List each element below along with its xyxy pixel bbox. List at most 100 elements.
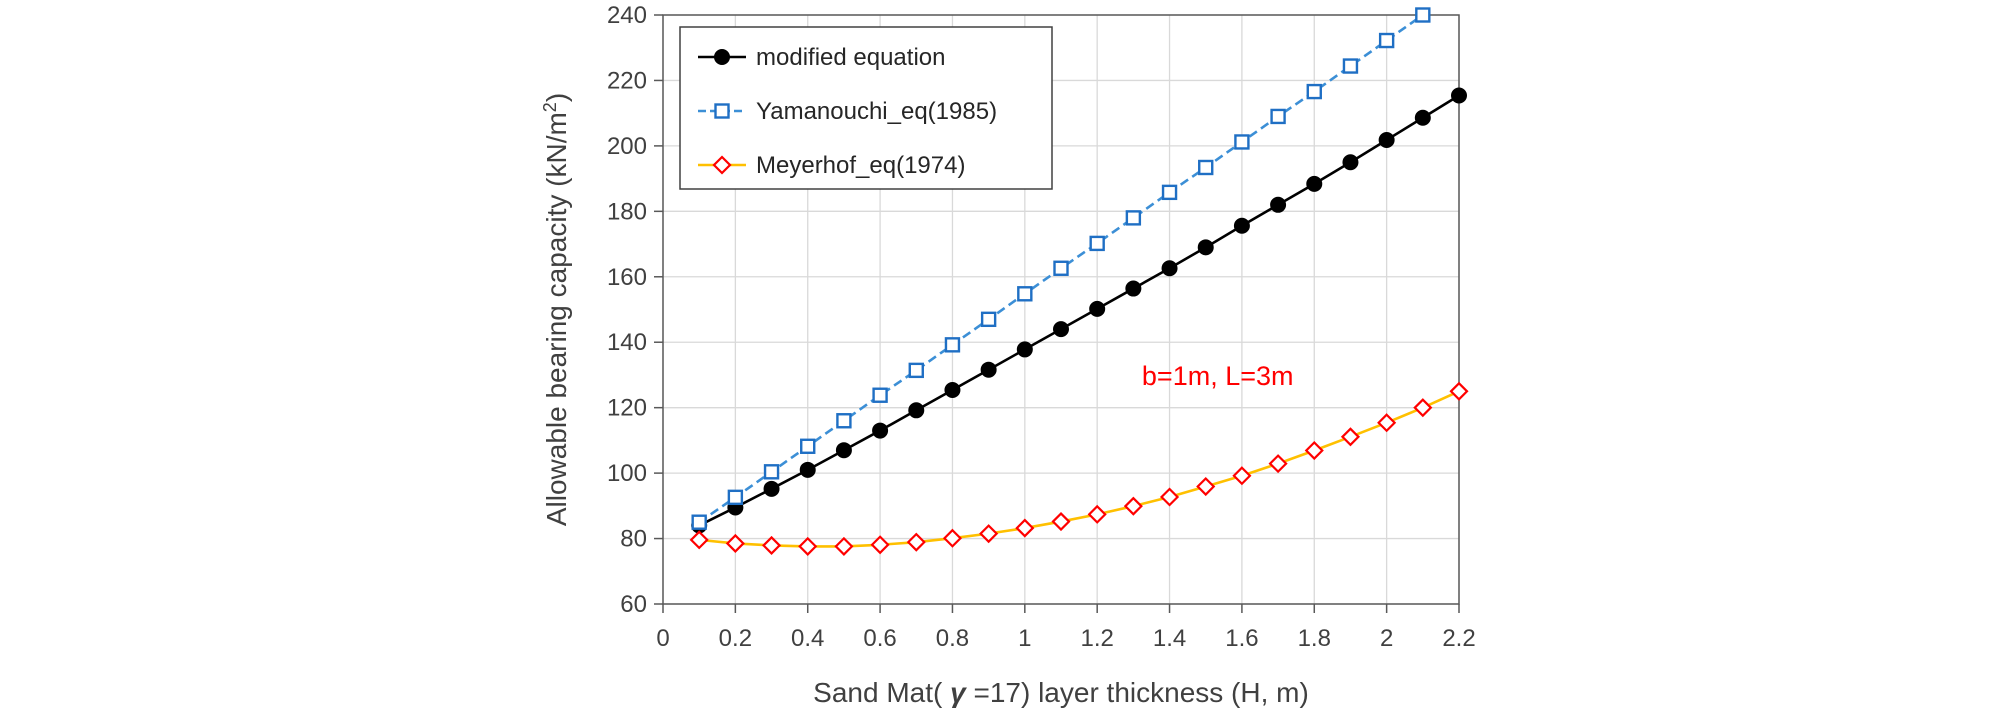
data-point bbox=[872, 422, 889, 439]
data-point bbox=[1017, 286, 1033, 302]
x-tick-label: 0.2 bbox=[719, 625, 752, 652]
legend-item: modified equation bbox=[698, 44, 945, 71]
data-point bbox=[763, 480, 780, 497]
data-point bbox=[908, 362, 924, 379]
y-axis-title-close: ) bbox=[541, 93, 572, 102]
legend-label: Meyerhof_eq(1974) bbox=[756, 152, 965, 179]
data-point bbox=[1306, 175, 1323, 192]
x-tick-label: 1.2 bbox=[1080, 625, 1113, 652]
data-point bbox=[1342, 154, 1359, 171]
data-point bbox=[1232, 466, 1252, 486]
data-point bbox=[980, 311, 997, 328]
data-point bbox=[1161, 184, 1178, 201]
data-point bbox=[942, 528, 963, 548]
data-point bbox=[908, 402, 925, 419]
x-tick-label: 0 bbox=[656, 625, 669, 652]
legend: modified equation Yamanouchi_eq(1985) Meye… bbox=[679, 26, 1053, 190]
data-point bbox=[1234, 134, 1250, 150]
x-axis-title-part-2: =17) layer thickness (H, m) bbox=[966, 677, 1309, 708]
data-point bbox=[1342, 58, 1359, 74]
x-axis-ticks: 0 0.2 0.4 0.6 0.8 1 1.2 1.4 1.6 1.8 2 2.2 bbox=[656, 604, 1476, 652]
y-axis-title: Allowable bearing capacity (kN/m2) bbox=[540, 93, 572, 526]
x-axis-title: Sand Mat( γ =17) layer thickness (H, m) bbox=[813, 677, 1309, 708]
legend-item: Yamanouchi_eq(1985) bbox=[698, 98, 997, 125]
y-tick-label: 240 bbox=[607, 2, 647, 29]
legend-box bbox=[679, 26, 1053, 190]
data-point bbox=[872, 387, 888, 403]
data-point bbox=[1340, 427, 1361, 447]
y-axis-title-main: Allowable bearing capacity (kN/m bbox=[541, 112, 572, 526]
y-tick-label: 180 bbox=[607, 198, 647, 225]
y-tick-label: 60 bbox=[620, 591, 647, 618]
data-point bbox=[1415, 7, 1431, 23]
data-point bbox=[798, 536, 818, 556]
y-tick-label: 120 bbox=[607, 395, 647, 422]
data-point bbox=[763, 464, 780, 480]
data-point bbox=[1414, 109, 1431, 126]
x-tick-label: 1.6 bbox=[1225, 625, 1258, 652]
legend-marker bbox=[712, 155, 732, 175]
data-point bbox=[1089, 235, 1105, 252]
data-point bbox=[689, 530, 709, 550]
data-point bbox=[1016, 341, 1033, 358]
data-point bbox=[1125, 210, 1142, 226]
data-point bbox=[691, 514, 707, 530]
x-tick-label: 0.8 bbox=[936, 625, 969, 652]
data-point bbox=[1270, 108, 1286, 125]
y-tick-label: 80 bbox=[620, 526, 647, 553]
data-point bbox=[1197, 239, 1214, 256]
data-point bbox=[1413, 398, 1433, 418]
x-axis-title-part-1: Sand Mat( bbox=[813, 677, 950, 708]
legend-item: Meyerhof_eq(1974) bbox=[698, 152, 965, 179]
data-point bbox=[1015, 518, 1035, 538]
data-point bbox=[1198, 159, 1214, 176]
data-point bbox=[727, 489, 744, 506]
data-point bbox=[1378, 32, 1395, 49]
data-point bbox=[1270, 196, 1287, 213]
data-point bbox=[1125, 280, 1142, 297]
data-point bbox=[1451, 87, 1467, 104]
plot-area-frame bbox=[662, 14, 1460, 605]
y-tick-label: 200 bbox=[607, 133, 647, 160]
y-axis-ticks: 60 80 100 120 140 160 180 200 220 240 bbox=[607, 2, 663, 618]
data-point bbox=[1306, 83, 1322, 100]
data-point bbox=[1378, 131, 1395, 148]
data-point bbox=[1087, 504, 1107, 524]
data-point bbox=[980, 361, 997, 378]
data-point bbox=[1161, 260, 1178, 277]
x-tick-label: 0.6 bbox=[863, 625, 896, 652]
data-point bbox=[1089, 300, 1106, 317]
y-tick-label: 160 bbox=[607, 264, 647, 291]
series-2 bbox=[691, 7, 1431, 530]
legend-marker bbox=[714, 103, 730, 119]
x-tick-label: 0.4 bbox=[791, 625, 824, 652]
data-point bbox=[1233, 217, 1250, 234]
data-point bbox=[906, 532, 926, 552]
series-3 bbox=[689, 381, 1469, 556]
data-point bbox=[1123, 496, 1143, 516]
x-tick-label: 1.4 bbox=[1153, 625, 1186, 652]
data-point bbox=[799, 461, 816, 478]
data-point bbox=[944, 337, 961, 353]
data-point bbox=[1196, 476, 1216, 497]
y-axis-title-superscript: 2 bbox=[540, 102, 560, 112]
legend-label: modified equation bbox=[756, 44, 945, 71]
data-point bbox=[1053, 321, 1069, 338]
data-point bbox=[1053, 260, 1069, 276]
y-tick-label: 100 bbox=[607, 460, 647, 487]
data-point bbox=[1051, 511, 1071, 532]
data-point bbox=[761, 535, 782, 555]
data-point bbox=[870, 535, 890, 555]
x-axis-title-gamma: γ bbox=[950, 677, 967, 708]
x-tick-label: 2 bbox=[1380, 625, 1393, 652]
data-point bbox=[834, 536, 854, 556]
series-line bbox=[698, 94, 1460, 527]
chart-annotation: b=1m, L=3m bbox=[1142, 361, 1294, 391]
data-point bbox=[1304, 440, 1324, 461]
data-point bbox=[725, 533, 745, 554]
data-point bbox=[800, 438, 816, 454]
data-point bbox=[835, 442, 852, 459]
legend-label: Yamanouchi_eq(1985) bbox=[756, 98, 997, 125]
series-line bbox=[699, 390, 1460, 548]
